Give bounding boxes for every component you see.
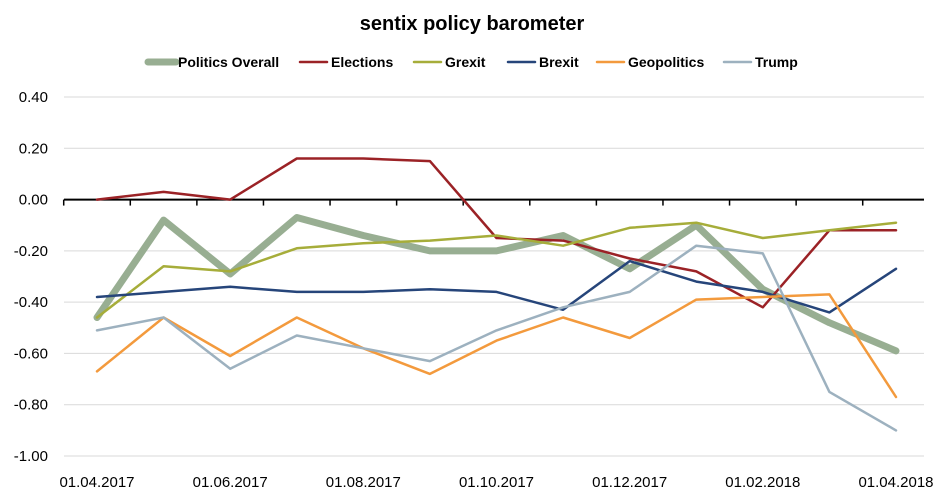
legend-label-trump: Trump [755, 54, 798, 70]
series-line-grexit [95, 221, 898, 319]
chart-title: sentix policy barometer [360, 13, 585, 35]
x-axis: 01.04.2017 01.06.2017 01.08.2017 01.10.2017… [59, 198, 934, 491]
y-tick-label: 0.00 [19, 192, 48, 209]
series-lines [93, 157, 900, 432]
legend-label-politics-overall: Politics Overall [178, 54, 279, 70]
legend: Politics Overall Elections Grexit Brexit Geo… [144, 54, 798, 70]
legend-label-brexit: Brexit [539, 54, 579, 70]
y-tick-label: 0.20 [19, 140, 48, 157]
y-tick-label: -0.80 [14, 397, 48, 414]
series-line-trump [95, 244, 898, 432]
series-line-brexit [95, 259, 898, 314]
x-tick-label: 01.02.2018 [725, 474, 800, 491]
series-line-geopolitics [95, 293, 898, 399]
legend-label-elections: Elections [331, 54, 393, 70]
y-tick-label: -0.60 [14, 345, 48, 362]
x-tick-label: 01.06.2017 [193, 474, 268, 491]
x-tick-label: 01.10.2017 [459, 474, 534, 491]
series-line-elections [95, 157, 898, 309]
x-tick-label: 01.12.2017 [592, 474, 667, 491]
y-tick-label: -1.00 [14, 448, 48, 465]
series-line-politics-overall [93, 214, 900, 355]
legend-label-grexit: Grexit [445, 54, 486, 70]
gridlines [64, 96, 924, 457]
x-tick-label: 01.08.2017 [326, 474, 401, 491]
x-tick-label: 01.04.2018 [858, 474, 933, 491]
y-tick-label: -0.40 [14, 294, 48, 311]
legend-label-geopolitics: Geopolitics [628, 54, 704, 70]
y-tick-label: 0.40 [19, 89, 48, 106]
y-tick-label: -0.20 [14, 243, 48, 260]
x-tick-label: 01.04.2017 [59, 474, 134, 491]
y-axis: 0.40 0.20 0.00 -0.20 -0.40 -0.60 -0.80 -1.00 [14, 89, 48, 465]
